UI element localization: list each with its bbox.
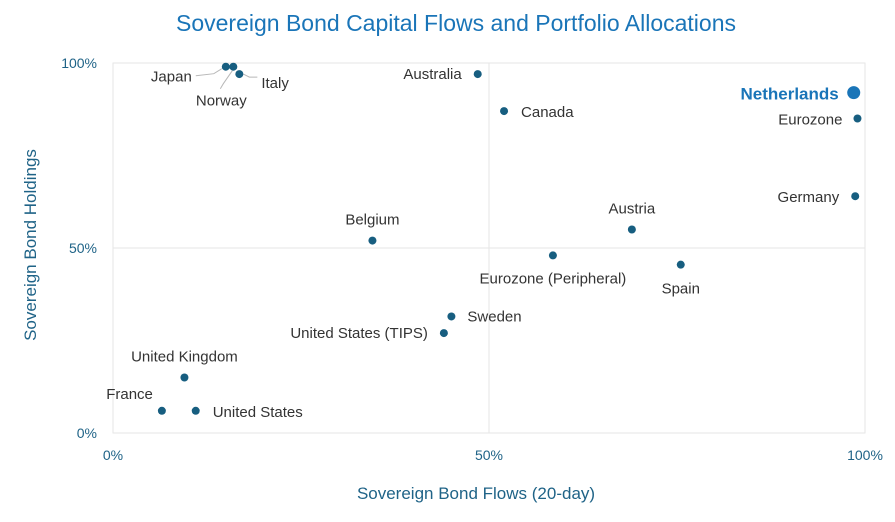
label-united-states-tips: United States (TIPS) [290, 325, 428, 342]
label-netherlands: Netherlands [740, 85, 838, 104]
point-austria [627, 225, 636, 234]
leader-norway [219, 70, 233, 89]
label-belgium: Belgium [345, 212, 399, 229]
point-eurozone [853, 114, 862, 123]
point-canada [500, 107, 509, 116]
x-tick-label: 0% [103, 447, 123, 463]
label-sweden: Sweden [467, 308, 521, 325]
x-tick-label: 100% [847, 447, 883, 463]
point-spain [676, 260, 685, 269]
tick-labels: 0% 50% 100% 0% 50% 100% [61, 55, 883, 463]
y-tick-label: 0% [77, 425, 97, 441]
label-norway: Norway [196, 93, 247, 110]
label-united-kingdom: United Kingdom [131, 349, 238, 366]
label-austria: Austria [609, 201, 656, 218]
label-united-states: United States [213, 404, 303, 421]
point-japan [221, 62, 230, 71]
point-australia [473, 70, 482, 79]
x-axis-label: Sovereign Bond Flows (20-day) [357, 484, 595, 503]
label-germany: Germany [778, 189, 840, 206]
chart-title: Sovereign Bond Capital Flows and Portfol… [176, 10, 736, 36]
point-norway [229, 62, 238, 71]
point-netherlands [847, 86, 861, 100]
leader-italy [243, 73, 258, 78]
label-eurozone-peripheral: Eurozone (Peripheral) [480, 270, 627, 287]
label-italy: Italy [261, 75, 289, 92]
grid [112, 62, 866, 434]
label-australia: Australia [403, 66, 462, 83]
point-united-kingdom [180, 373, 189, 382]
y-tick-label: 50% [69, 240, 97, 256]
label-canada: Canada [521, 104, 574, 121]
point-germany [851, 192, 860, 201]
point-sweden [447, 312, 456, 321]
y-axis-label: Sovereign Bond Holdings [21, 149, 40, 341]
point-belgium [368, 236, 377, 245]
y-tick-label: 100% [61, 55, 97, 71]
leader-lines [195, 68, 258, 89]
label-france: France [106, 386, 153, 403]
point-eurozone-peripheral [548, 251, 557, 260]
point-france [157, 406, 166, 415]
x-tick-label: 50% [475, 447, 503, 463]
label-eurozone: Eurozone [778, 112, 842, 129]
label-spain: Spain [662, 281, 700, 298]
label-japan: Japan [151, 69, 192, 86]
data-points [157, 62, 862, 415]
leader-japan [195, 68, 223, 77]
point-united-states [191, 406, 200, 415]
point-united-states-tips [439, 329, 448, 338]
point-italy [235, 70, 244, 79]
